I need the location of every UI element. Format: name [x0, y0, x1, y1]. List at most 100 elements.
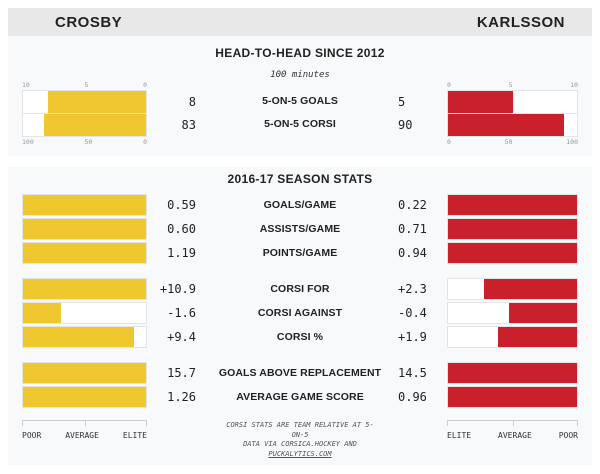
bar-fill: [23, 243, 146, 263]
bar-fill: [23, 327, 134, 347]
scale-label-average: AVERAGE: [65, 431, 99, 440]
karlsson-bar-goals-per-game: [447, 194, 578, 216]
karlsson-value: 0.71: [398, 222, 427, 236]
head-to-head-subtitle: 100 minutes: [270, 70, 330, 80]
stat-label-5on5-goals: 5-ON-5 GOALS: [262, 95, 338, 107]
footer-note: CORSI STATS ARE TEAM RELATIVE AT 5- ON-5…: [180, 421, 420, 459]
stat-label-gar: GOALS ABOVE REPLACEMENT: [218, 367, 382, 379]
bar-fill: [484, 279, 577, 299]
crosby-value: 1.19: [167, 246, 196, 260]
footer-line-3: DATA VIA CORSICA.HOCKEY AND: [243, 440, 357, 448]
crosby-scale-bracket: [22, 420, 147, 427]
crosby-value: -1.6: [167, 306, 196, 320]
bar-fill: [23, 303, 62, 323]
karlsson-h2h-axis-top: 0 5 10: [447, 82, 578, 89]
crosby-h2h-axis-bottom: 100 50 0: [22, 139, 147, 146]
crosby-bar-goals-per-game: [22, 194, 147, 216]
karlsson-goals-value: 5: [398, 95, 406, 109]
axis-tick: 100: [566, 138, 578, 146]
scale-tick: [447, 421, 448, 426]
stat-label-corsi-pct: CORSI %: [276, 331, 324, 343]
axis-tick: 0: [143, 81, 147, 89]
karlsson-scale-labels: ELITE AVERAGE POOR: [447, 431, 578, 440]
crosby-corsi-bar: [22, 113, 147, 137]
scale-tick: [577, 421, 578, 426]
crosby-bar-corsi-for: [22, 278, 147, 300]
crosby-corsi-bar-fill: [43, 114, 146, 136]
axis-tick: 0: [447, 138, 451, 146]
bar-fill: [448, 219, 577, 239]
axis-tick: 5: [508, 81, 513, 89]
karlsson-value: 0.94: [398, 246, 427, 260]
header-band: CROSBY KARLSSON: [8, 8, 592, 36]
crosby-h2h-axis-top: 10 5 0: [22, 82, 147, 89]
axis-tick: 10: [570, 81, 578, 89]
crosby-value: 0.60: [167, 222, 196, 236]
crosby-scale-labels: POOR AVERAGE ELITE: [22, 431, 147, 440]
scale-label-elite: ELITE: [447, 431, 472, 440]
karlsson-goals-bar-fill: [448, 91, 513, 113]
karlsson-value: 0.22: [398, 198, 427, 212]
karlsson-bar-corsi-pct: [447, 326, 578, 348]
axis-tick: 0: [447, 81, 451, 89]
crosby-bar-gar: [22, 362, 147, 384]
axis-tick: 50: [504, 138, 513, 146]
footer-line-2: ON-5: [291, 430, 309, 439]
stat-label-corsi-against: CORSI AGAINST: [257, 307, 343, 319]
bar-fill: [448, 363, 577, 383]
bar-fill: [448, 243, 577, 263]
scale-label-elite: ELITE: [122, 431, 147, 440]
karlsson-corsi-bar: [447, 113, 578, 137]
scale-label-poor: POOR: [558, 431, 578, 440]
stat-label-assists-per-game: ASSISTS/GAME: [259, 223, 341, 235]
bar-fill: [23, 363, 146, 383]
bar-fill: [448, 195, 577, 215]
axis-tick: 50: [84, 138, 93, 146]
stat-label-goals-per-game: GOALS/GAME: [263, 199, 337, 211]
bar-fill: [23, 219, 146, 239]
bar-fill: [448, 387, 577, 407]
stat-label-5on5-corsi: 5-ON-5 CORSI: [264, 118, 336, 130]
crosby-bar-avg-game-score: [22, 386, 147, 408]
bar-fill: [498, 327, 577, 347]
karlsson-corsi-bar-fill: [448, 114, 565, 136]
stat-label-avg-game-score: AVERAGE GAME SCORE: [236, 391, 364, 403]
player-name-crosby: CROSBY: [55, 13, 123, 31]
crosby-value: +10.9: [159, 282, 196, 296]
scale-tick: [512, 421, 514, 426]
axis-tick: 100: [22, 138, 34, 146]
scale-tick: [84, 421, 86, 426]
karlsson-h2h-axis-bottom: 0 50 100: [447, 139, 578, 146]
stat-label-points-per-game: POINTS/GAME: [262, 247, 338, 259]
crosby-corsi-value: 83: [181, 118, 196, 132]
crosby-bar-points-per-game: [22, 242, 147, 264]
karlsson-bar-avg-game-score: [447, 386, 578, 408]
crosby-bar-corsi-against: [22, 302, 147, 324]
footer-line-1: CORSI STATS ARE TEAM RELATIVE AT 5-: [226, 421, 374, 429]
stat-label-corsi-for: CORSI FOR: [270, 283, 330, 295]
puckalytics-link[interactable]: PUCKALYTICS.COM: [268, 449, 332, 458]
scale-tick: [22, 421, 23, 426]
axis-tick: 0: [143, 138, 147, 146]
axis-tick: 10: [22, 81, 30, 89]
player-name-karlsson: KARLSSON: [476, 13, 565, 31]
karlsson-goals-bar: [447, 90, 578, 114]
axis-tick: 5: [84, 81, 89, 89]
crosby-bar-corsi-pct: [22, 326, 147, 348]
scale-tick: [146, 421, 147, 426]
bar-fill: [23, 279, 146, 299]
karlsson-scale-bracket: [447, 420, 578, 427]
crosby-goals-value: 8: [188, 95, 196, 109]
head-to-head-title: HEAD-TO-HEAD SINCE 2012: [215, 46, 385, 60]
karlsson-bar-points-per-game: [447, 242, 578, 264]
karlsson-value: +2.3: [398, 282, 427, 296]
karlsson-bar-corsi-for: [447, 278, 578, 300]
karlsson-value: -0.4: [398, 306, 427, 320]
crosby-goals-bar-fill: [47, 91, 146, 113]
crosby-goals-bar: [22, 90, 147, 114]
karlsson-bar-corsi-against: [447, 302, 578, 324]
bar-fill: [23, 387, 146, 407]
bar-fill: [508, 303, 577, 323]
crosby-value: 1.26: [167, 390, 196, 404]
